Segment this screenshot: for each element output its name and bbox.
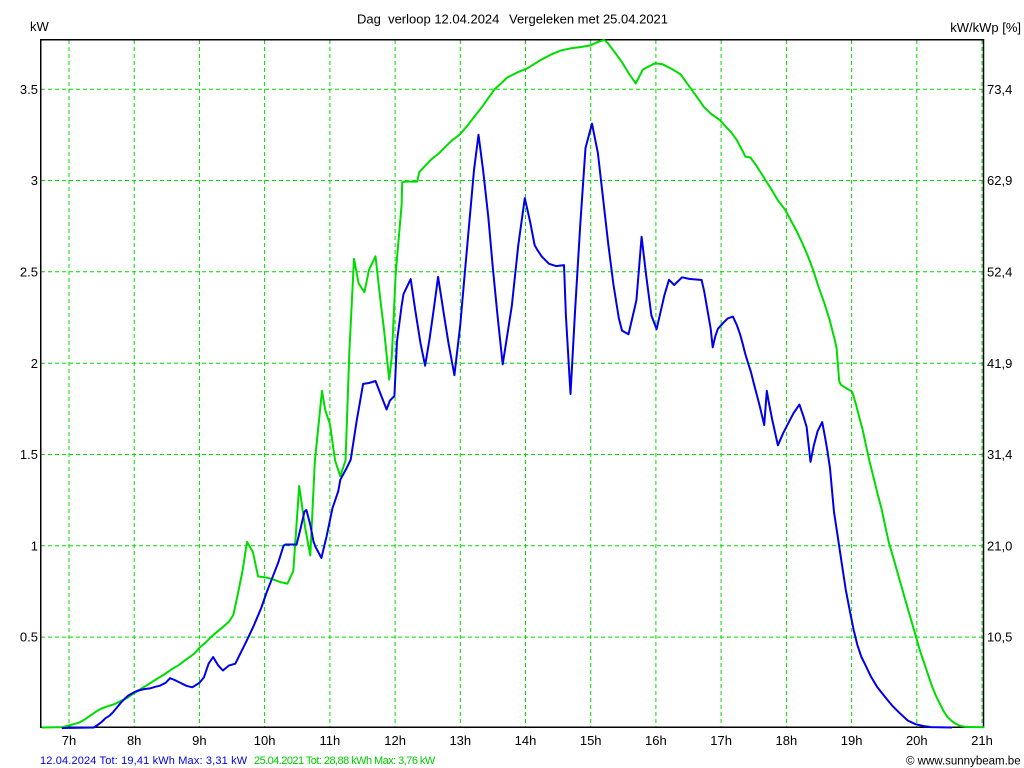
svg-text:12h: 12h <box>384 733 406 748</box>
svg-text:41,9: 41,9 <box>987 356 1012 371</box>
svg-text:31,4: 31,4 <box>987 447 1012 462</box>
svg-text:2.5: 2.5 <box>20 264 38 279</box>
svg-text:62,9: 62,9 <box>987 173 1012 188</box>
svg-text:© www.sunnybeam.be: © www.sunnybeam.be <box>906 756 1021 768</box>
svg-text:13h: 13h <box>449 733 471 748</box>
svg-text:9h: 9h <box>192 733 206 748</box>
svg-text:3.5: 3.5 <box>20 82 38 97</box>
svg-text:73,4: 73,4 <box>987 82 1012 97</box>
svg-text:1.5: 1.5 <box>20 447 38 462</box>
svg-text:17h: 17h <box>710 733 732 748</box>
svg-text:14h: 14h <box>515 733 537 748</box>
svg-text:20h: 20h <box>906 733 928 748</box>
svg-text:1: 1 <box>31 538 38 553</box>
svg-text:7h: 7h <box>62 733 76 748</box>
svg-text:10h: 10h <box>254 733 276 748</box>
svg-text:8h: 8h <box>127 733 141 748</box>
svg-text:11h: 11h <box>320 733 341 748</box>
svg-text:10,5: 10,5 <box>987 630 1012 645</box>
svg-text:kW: kW <box>30 19 50 34</box>
svg-text:3: 3 <box>31 173 38 188</box>
svg-text:16h: 16h <box>645 733 667 748</box>
svg-text:Dag verloop 12.04.2024: Dag verloop 12.04.2024 <box>357 12 499 27</box>
svg-text:21,0: 21,0 <box>987 538 1012 553</box>
svg-text:2: 2 <box>31 356 38 371</box>
svg-text:19h: 19h <box>841 733 863 748</box>
svg-text:18h: 18h <box>776 733 798 748</box>
svg-text:Vergeleken met 25.04.2021: Vergeleken met 25.04.2021 <box>509 12 668 27</box>
svg-text:0.5: 0.5 <box>20 630 38 645</box>
svg-text:12.04.2024 Tot: 19,41 kWh Max:: 12.04.2024 Tot: 19,41 kWh Max: 3,31 kW <box>40 755 248 767</box>
svg-text:15h: 15h <box>580 733 602 748</box>
svg-text:25.04.2021 Tot: 28,88 kWh Max:: 25.04.2021 Tot: 28,88 kWh Max: 3,76 kW <box>254 755 436 767</box>
svg-text:52,4: 52,4 <box>987 264 1012 279</box>
svg-text:kW/kWp [%]: kW/kWp [%] <box>950 20 1021 35</box>
svg-text:21h: 21h <box>971 733 993 748</box>
